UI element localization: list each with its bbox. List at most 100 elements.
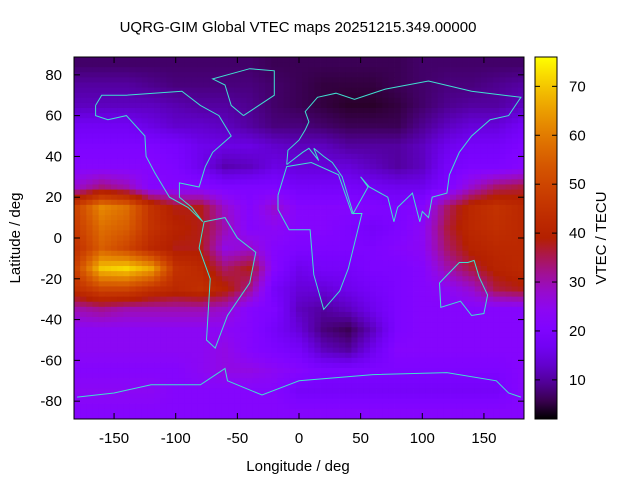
heatmap-cell [209, 276, 217, 282]
heatmap-cell [345, 174, 352, 180]
heatmap-cell [363, 327, 371, 333]
heatmap-cell [98, 332, 106, 338]
heatmap-cell [326, 164, 334, 170]
heatmap-cell [462, 260, 469, 267]
heatmap-cell [178, 230, 186, 236]
heatmap-cell [147, 337, 155, 343]
heatmap-cell [363, 357, 371, 364]
heatmap-cell [314, 57, 321, 63]
heatmap-cell [98, 67, 106, 73]
heatmap-cell [178, 102, 186, 109]
heatmap-cell [172, 281, 180, 287]
heatmap-cell [443, 215, 451, 221]
heatmap-cell [474, 373, 482, 379]
heatmap-cell [419, 169, 426, 175]
heatmap-cell [209, 220, 217, 226]
heatmap-cell [339, 276, 346, 282]
heatmap-cell [215, 301, 223, 308]
heatmap-cell [382, 347, 389, 354]
heatmap-cell [406, 276, 414, 282]
heatmap-cell [240, 169, 247, 175]
heatmap-cell [474, 62, 482, 68]
heatmap-cell [499, 123, 506, 129]
heatmap-cell [369, 97, 377, 104]
heatmap-cell [314, 337, 321, 343]
heatmap-cell [172, 337, 180, 343]
heatmap-cell [166, 245, 174, 252]
heatmap-cell [456, 169, 463, 175]
heatmap-cell [203, 148, 211, 155]
heatmap-cell [369, 87, 377, 94]
heatmap-cell [339, 102, 346, 109]
heatmap-cell [326, 296, 334, 303]
heatmap-cell [289, 204, 297, 211]
heatmap-cell [191, 179, 198, 185]
heatmap-cell [289, 87, 297, 94]
heatmap-cell [129, 164, 137, 170]
heatmap-cell [203, 92, 211, 99]
heatmap-cell [351, 317, 358, 323]
heatmap-cell [376, 327, 383, 333]
heatmap-cell [493, 97, 500, 104]
heatmap-cell [197, 77, 204, 83]
heatmap-cell [394, 306, 402, 313]
heatmap-cell [456, 57, 463, 63]
heatmap-cell [147, 133, 155, 139]
heatmap-cell [197, 317, 204, 323]
heatmap-cell [74, 230, 81, 236]
heatmap-cell [450, 378, 457, 384]
heatmap-cell [302, 209, 309, 216]
heatmap-cell [203, 199, 211, 206]
heatmap-cell [265, 373, 272, 379]
heatmap-cell [326, 204, 334, 211]
heatmap-cell [265, 301, 272, 308]
heatmap-cell [511, 271, 519, 277]
heatmap-cell [357, 118, 365, 124]
heatmap-cell [141, 337, 149, 343]
heatmap-cell [456, 260, 463, 267]
heatmap-cell [283, 362, 291, 369]
heatmap-cell [320, 332, 328, 338]
heatmap-cell [462, 158, 469, 165]
heatmap-cell [147, 311, 155, 318]
heatmap-cell [431, 209, 439, 216]
heatmap-cell [425, 271, 432, 277]
heatmap-cell [425, 398, 432, 405]
heatmap-cell [141, 194, 149, 201]
heatmap-cell [265, 337, 272, 343]
heatmap-cell [191, 373, 198, 379]
heatmap-cell [86, 209, 93, 216]
heatmap-cell [172, 184, 180, 190]
heatmap-cell [277, 199, 284, 206]
heatmap-cell [332, 276, 340, 282]
heatmap-cell [487, 123, 494, 129]
heatmap-cell [147, 118, 155, 124]
heatmap-cell [74, 332, 81, 338]
heatmap-cell [406, 352, 414, 359]
heatmap-cell [499, 102, 506, 109]
heatmap-cell [178, 158, 186, 165]
heatmap-cell [191, 87, 198, 94]
heatmap-cell [326, 184, 334, 190]
heatmap-cell [394, 337, 402, 343]
heatmap-cell [123, 245, 130, 252]
heatmap-cell [443, 225, 451, 231]
heatmap-cell [141, 158, 149, 165]
heatmap-cell [104, 352, 112, 359]
heatmap-cell [505, 260, 513, 267]
heatmap-cell [197, 373, 204, 379]
heatmap-cell [517, 230, 525, 236]
heatmap-cell [456, 291, 463, 298]
heatmap-cell [203, 306, 211, 313]
heatmap-cell [228, 398, 235, 405]
heatmap-cell [363, 373, 371, 379]
heatmap-cell [332, 174, 340, 180]
heatmap-cell [252, 296, 260, 303]
heatmap-cell [382, 337, 389, 343]
heatmap-cell [191, 67, 198, 73]
heatmap-cell [394, 276, 402, 282]
heatmap-cell [123, 179, 130, 185]
heatmap-cell [462, 337, 469, 343]
heatmap-cell [234, 123, 241, 129]
heatmap-cell [117, 118, 124, 124]
